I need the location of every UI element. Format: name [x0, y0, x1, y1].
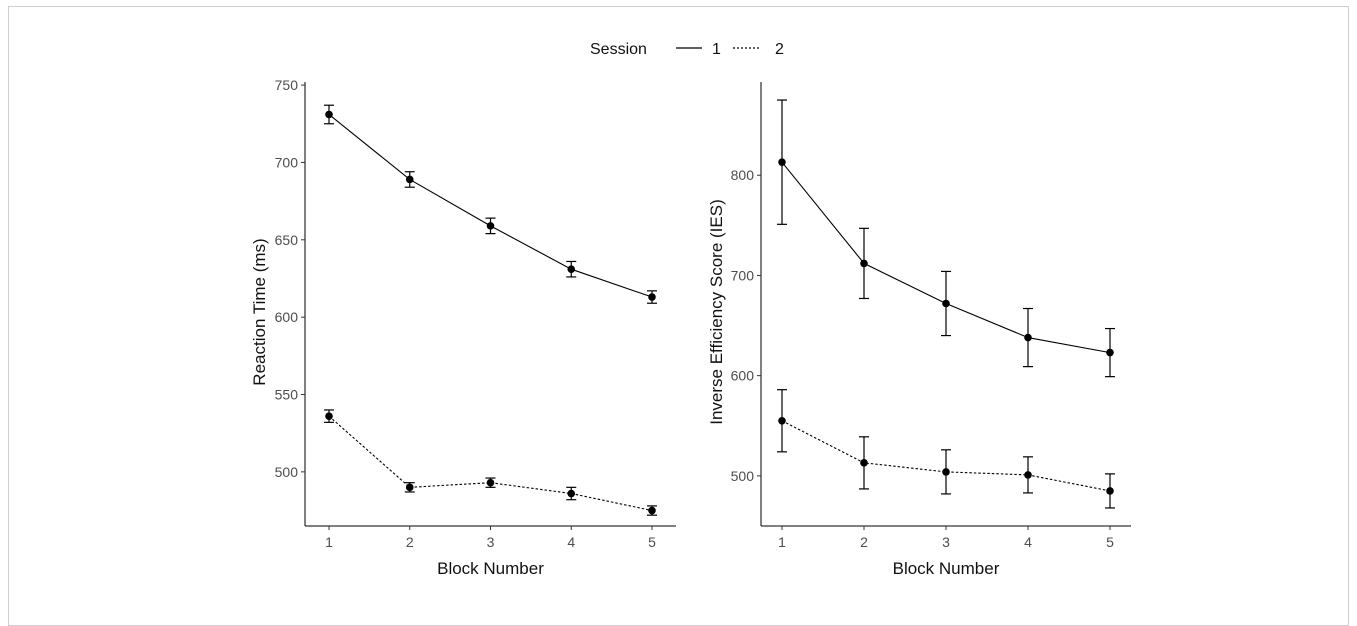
y-tick-label: 750: [275, 77, 299, 93]
x-tick-label: 3: [487, 534, 495, 550]
y-tick-label: 800: [731, 167, 755, 183]
y-tick-label: 500: [731, 468, 755, 484]
x-tick-label: 2: [860, 534, 868, 550]
data-point: [942, 299, 950, 308]
y-tick-label: 550: [275, 387, 299, 403]
x-tick-label: 3: [942, 534, 950, 550]
data-point: [1024, 333, 1032, 342]
legend-label-2: 2: [775, 41, 784, 58]
x-tick-label: 5: [648, 534, 656, 550]
data-point: [486, 222, 495, 230]
series-line: [328, 114, 653, 298]
figure-canvas: Session 1 2 500 550 600 650 700 750 1 2 3 4 5 Block…: [250, 41, 1131, 578]
x-axis-title: Block Number: [893, 559, 1000, 578]
data-point: [567, 489, 576, 498]
series-1: [777, 99, 1115, 378]
x-tick-label: 1: [325, 534, 333, 550]
y-tick-label: 600: [731, 368, 755, 384]
series-line: [781, 420, 1111, 492]
y-tick-label: 700: [731, 267, 755, 283]
panel-ies: 500 600 700 800 1 2 3 4 5 Block Number Inverse Eff…: [707, 82, 1131, 578]
y-tick-label: 700: [275, 154, 299, 170]
legend-title: Session: [590, 41, 647, 58]
x-tick-label: 5: [1106, 534, 1114, 550]
data-point: [1106, 348, 1114, 357]
x-tick-label: 4: [567, 534, 575, 550]
data-point: [860, 459, 868, 467]
data-point: [942, 468, 950, 476]
data-point: [648, 293, 656, 301]
y-axis-title: Reaction Time (ms): [250, 238, 269, 385]
y-tick-label: 600: [275, 309, 299, 325]
x-axis-title: Block Number: [437, 559, 544, 578]
series-1: [324, 104, 657, 304]
x-tick-label: 4: [1024, 534, 1032, 550]
x-tick-label: 1: [778, 534, 786, 550]
data-point: [567, 265, 576, 273]
data-point: [778, 416, 786, 425]
data-point: [486, 478, 495, 487]
data-point: [860, 259, 868, 268]
data-point: [778, 158, 786, 166]
legend: Session 1 2: [590, 41, 784, 58]
data-point: [325, 110, 333, 119]
legend-label-1: 1: [712, 41, 721, 58]
series-line: [328, 415, 653, 512]
series-2: [777, 389, 1115, 509]
series-2: [324, 409, 657, 516]
data-point: [405, 175, 414, 184]
data-point: [325, 412, 333, 420]
x-tick-label: 2: [406, 534, 414, 550]
data-point: [405, 483, 414, 492]
data-point: [1106, 487, 1114, 495]
data-point: [1024, 471, 1032, 479]
y-tick-label: 500: [275, 464, 299, 480]
panel-reaction-time: 500 550 600 650 700 750 1 2 3 4 5 Block Number React…: [250, 77, 676, 578]
figure-frame: Session 1 2 500 550 600 650 700 750 1 2 3 4 5 Block…: [8, 6, 1349, 626]
y-axis-title: Inverse Efficiency Score (IES): [707, 199, 726, 425]
y-tick-label: 650: [275, 232, 299, 248]
data-point: [648, 506, 656, 515]
